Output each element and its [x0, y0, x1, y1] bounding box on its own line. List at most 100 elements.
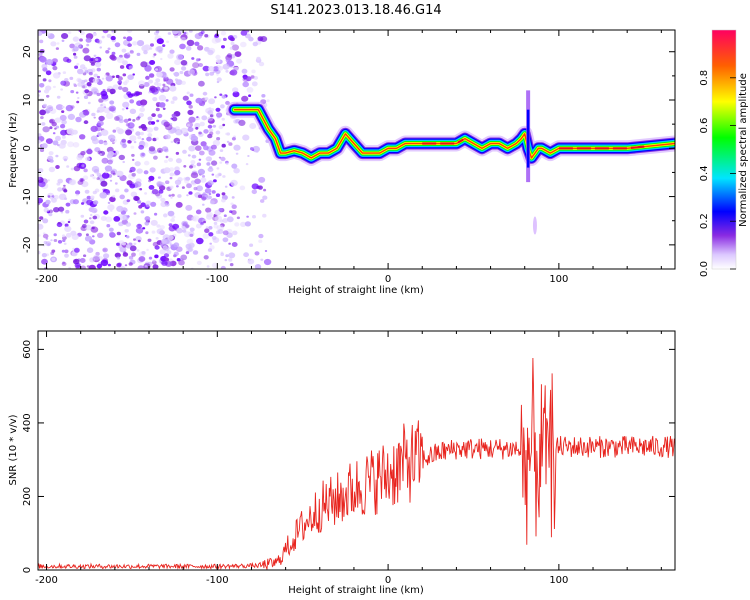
noise-blob	[167, 53, 174, 59]
noise-blob	[79, 38, 83, 42]
noise-blob	[129, 108, 137, 115]
noise-blob	[150, 219, 158, 226]
noise-blob	[224, 185, 228, 188]
noise-blob	[185, 204, 193, 211]
noise-blob	[230, 37, 235, 42]
noise-blob	[81, 83, 88, 89]
noise-blob	[167, 32, 172, 35]
noise-blob	[52, 140, 59, 146]
noise-blob	[48, 209, 54, 214]
noise-blob	[148, 256, 153, 260]
noise-blob	[149, 47, 153, 50]
noise-blob	[204, 34, 209, 38]
noise-blob	[185, 251, 190, 255]
noise-blob	[176, 54, 184, 61]
noise-blob	[81, 202, 85, 205]
noise-blob	[126, 52, 130, 55]
noise-blob	[102, 247, 108, 253]
noise-blob	[96, 177, 100, 181]
noise-blob	[206, 265, 210, 268]
noise-blob	[186, 194, 189, 197]
noise-blob	[49, 118, 56, 124]
noise-blob	[205, 72, 210, 77]
noise-blob	[211, 37, 219, 44]
noise-blob	[169, 85, 177, 92]
noise-blob	[68, 266, 72, 269]
noise-blob	[137, 239, 141, 243]
noise-blob	[225, 162, 229, 165]
noise-blob	[266, 99, 270, 103]
noise-blob	[45, 199, 51, 205]
noise-blob	[86, 43, 90, 47]
noise-blob	[173, 72, 177, 76]
noise-blob	[63, 189, 68, 193]
noise-blob	[236, 58, 243, 64]
noise-blob	[197, 168, 205, 175]
noise-blob	[57, 187, 63, 192]
noise-blob	[86, 195, 92, 200]
noise-blob	[194, 178, 201, 185]
noise-blob	[69, 180, 76, 185]
noise-blob	[115, 126, 121, 132]
noise-blob	[107, 193, 110, 196]
noise-blob	[116, 263, 122, 268]
noise-blob	[188, 242, 195, 248]
noise-blob	[152, 55, 156, 58]
noise-blob	[215, 107, 221, 112]
noise-blob	[103, 141, 108, 146]
noise-blob	[219, 161, 223, 164]
noise-blob	[38, 173, 42, 178]
noise-blob	[187, 69, 195, 76]
noise-blob	[94, 58, 99, 61]
noise-blob	[216, 73, 219, 76]
noise-blob	[117, 262, 122, 267]
noise-blob	[127, 140, 132, 144]
noise-blob	[129, 50, 134, 54]
noise-blob	[45, 202, 49, 205]
noise-blob	[200, 141, 207, 147]
noise-blob	[74, 65, 79, 69]
noise-blob	[207, 116, 214, 122]
noise-blob	[165, 134, 171, 140]
noise-blob	[215, 37, 221, 43]
noise-blob	[185, 46, 192, 51]
noise-blob	[42, 233, 49, 239]
noise-blob	[218, 156, 222, 159]
noise-blob	[68, 218, 72, 221]
noise-blob	[98, 139, 104, 145]
y-tick-label: 10	[22, 94, 33, 107]
noise-blob	[75, 190, 81, 195]
noise-blob	[229, 46, 234, 50]
noise-blob	[42, 67, 48, 72]
noise-blob	[222, 218, 229, 223]
noise-blob	[176, 246, 183, 252]
noise-blob	[214, 96, 217, 99]
noise-blob	[230, 202, 234, 206]
noise-blob	[94, 91, 98, 95]
noise-blob	[194, 122, 201, 129]
noise-blob	[163, 79, 167, 82]
noise-blob	[83, 110, 90, 116]
noise-blob	[199, 121, 205, 127]
noise-blob	[222, 123, 226, 127]
noise-blob	[146, 204, 150, 207]
noise-blob	[221, 117, 225, 121]
noise-blob	[100, 259, 109, 267]
noise-blob	[252, 145, 260, 153]
noise-blob	[97, 120, 104, 127]
noise-blob	[240, 221, 247, 227]
noise-blob	[203, 220, 207, 224]
noise-blob	[76, 154, 83, 161]
figure-title: S141.2023.013.18.46.G14	[270, 3, 441, 18]
noise-blob	[181, 80, 186, 85]
noise-blob	[93, 116, 96, 119]
y-tick-label: 0	[22, 567, 33, 573]
noise-blob	[201, 175, 206, 178]
noise-blob	[218, 208, 223, 212]
noise-blob	[225, 58, 231, 63]
noise-blob	[175, 151, 180, 155]
noise-blob	[205, 157, 209, 161]
noise-blob	[70, 105, 75, 109]
noise-blob	[113, 216, 121, 222]
noise-blob	[64, 225, 72, 232]
